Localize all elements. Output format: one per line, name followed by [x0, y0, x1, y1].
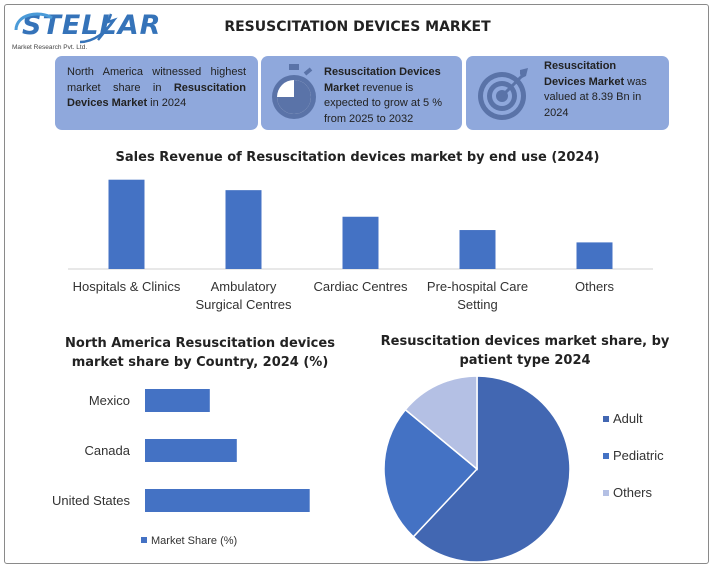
country-chart-title: North America Resuscitation devices mark…	[50, 334, 350, 372]
legend-swatch	[141, 537, 147, 543]
bar	[576, 242, 613, 269]
legend-label: Pediatric	[613, 448, 664, 463]
x-tick-label: Pre-hospital Care	[427, 279, 528, 294]
patient-pie-chart: Adult Pediatric Others	[383, 375, 664, 563]
card-highlight: Resuscitation Devices Market	[324, 66, 441, 94]
x-tick-label: Cardiac Centres	[314, 279, 408, 294]
card-text-block: Resuscitation Devices Market was valued …	[544, 59, 659, 121]
stopwatch-icon	[272, 64, 316, 119]
country-chart-title-line: market share by Country, 2024 (%)	[71, 355, 329, 370]
card-text: in 2024	[147, 97, 187, 109]
bar	[108, 179, 145, 269]
country-chart-title-line: North America Resuscitation devices	[65, 336, 335, 351]
y-tick-label: Mexico	[89, 393, 130, 408]
x-tick-label: Hospitals & Clinics	[73, 279, 181, 294]
bar	[145, 439, 237, 462]
pie-slice	[404, 375, 478, 471]
x-tick-label: Others	[575, 279, 615, 294]
pie-slice	[383, 408, 479, 538]
card-text: North America witnessed highest market s…	[67, 66, 246, 94]
legend-label: Adult	[613, 411, 643, 426]
x-tick-label: Surgical Centres	[195, 297, 292, 312]
info-card-north-america: North America witnessed highest market s…	[55, 56, 258, 130]
stellar-logo: STELLAR Market Research Pvt. Ltd.	[10, 8, 160, 53]
target-icon	[478, 68, 528, 120]
patient-chart-title-line: patient type 2024	[459, 353, 591, 368]
end-use-bar-chart: Hospitals & Clinics Ambulatory Surgical Ce…	[68, 179, 653, 312]
legend-swatch	[603, 416, 609, 422]
legend-swatch	[603, 453, 609, 459]
card-highlight: Resuscitation Devices Market	[67, 81, 246, 110]
y-tick-label: United States	[52, 493, 131, 508]
legend-label: Others	[613, 485, 653, 500]
infographic-frame	[4, 4, 709, 564]
pie-slice	[412, 375, 571, 563]
country-bar-chart: Mexico Canada United States Market Share (%…	[52, 389, 310, 547]
info-card-valuation: Resuscitation Devices Market was valued …	[466, 56, 669, 130]
legend-label: Market Share (%)	[151, 535, 237, 547]
bar	[342, 216, 379, 269]
page-title: RESUSCITATION DEVICES MARKET	[224, 19, 491, 35]
bar	[459, 230, 496, 269]
info-card-growth: Resuscitation Devices Market revenue is …	[261, 56, 462, 130]
card-highlight: Resuscitation Devices Market	[544, 60, 625, 88]
y-tick-label: Canada	[84, 443, 130, 458]
card-text: revenue is expected to grow at 5 % from …	[324, 81, 443, 125]
end-use-chart-title: Sales Revenue of Resuscitation devices m…	[115, 150, 600, 165]
logo-subtitle: Market Research Pvt. Ltd.	[12, 44, 88, 51]
x-tick-label: Setting	[457, 297, 497, 312]
card-text-block: Resuscitation Devices Market revenue is …	[324, 65, 452, 127]
patient-chart-title: Resuscitation devices market share, by p…	[370, 332, 680, 370]
patient-chart-title-line: Resuscitation devices market share, by	[380, 334, 670, 349]
legend-swatch	[603, 490, 609, 496]
bar	[225, 190, 262, 269]
logo-swoosh	[14, 12, 118, 44]
x-tick-label: Ambulatory	[211, 279, 277, 294]
bar	[145, 489, 310, 512]
bar	[145, 389, 210, 412]
card-text: was valued at 8.39 Bn in 2024	[544, 75, 647, 119]
